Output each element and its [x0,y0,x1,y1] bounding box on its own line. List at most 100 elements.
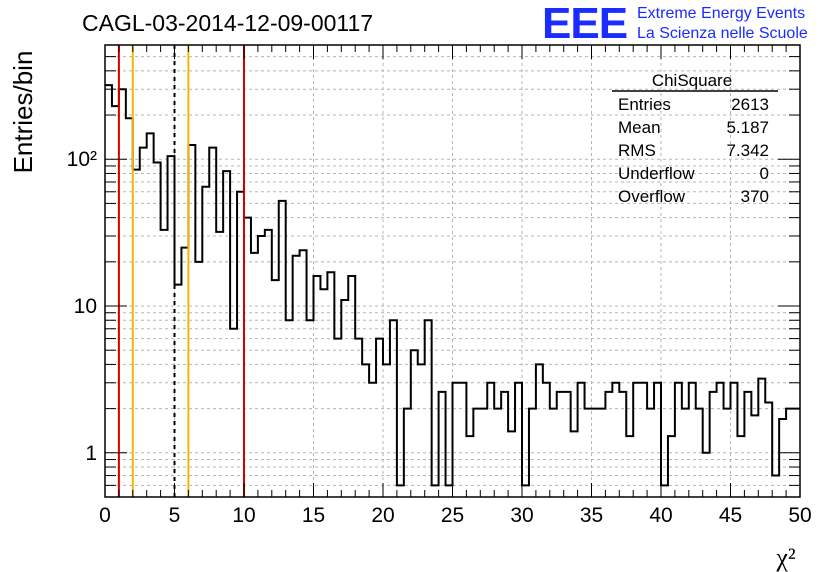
chart-title: CAGL-03-2014-12-09-00117 [82,10,374,36]
histogram-bin [161,230,168,497]
histogram-bin [744,392,751,497]
histogram-bin [508,431,515,497]
histogram-bin [765,403,772,497]
histogram-bin [237,192,244,497]
histogram-bin [418,364,425,497]
x-tick-label: 35 [580,504,603,527]
histogram-bin [612,383,619,497]
x-tick-label: 30 [510,504,533,527]
x-tick-label: 40 [649,504,672,527]
stats-label-underflow: Underflow [618,164,695,183]
histogram-bin [661,485,668,497]
histogram-bin [619,392,626,497]
histogram-bin [710,392,717,497]
histogram-bin [168,156,175,497]
grid-layer [105,45,800,497]
stats-box: ChiSquare Entries 2613 Mean 5.187 RMS 7.… [612,71,778,206]
histogram-bin [453,383,460,497]
histogram-bin [578,383,585,497]
x-tick-label: 45 [719,504,742,527]
histogram-bin [675,383,682,497]
histogram-bin [140,148,147,497]
histogram-bin [654,383,661,497]
stats-value-overflow: 370 [741,187,769,206]
histogram-bin [348,276,355,497]
histogram-bin [564,392,571,497]
histogram-bin [758,379,765,497]
stats-value-entries: 2613 [731,95,769,114]
histogram-bin [265,230,272,497]
logo-line-2: La Scienza nelle Scuole [637,25,808,42]
histogram-bin [751,415,758,497]
stats-title: ChiSquare [652,71,732,90]
histogram-bin [571,431,578,497]
stats-value-rms: 7.342 [726,141,769,160]
histogram-bin [439,392,446,497]
y-tick-label: 10² [67,148,97,171]
logo-mark: EEE [542,0,628,48]
histogram-bin [543,383,550,497]
histogram-bin [112,106,119,497]
histogram-bin [536,364,543,497]
histogram-bin [195,262,202,497]
histogram-bin [334,339,341,497]
x-tick-label: 25 [441,504,464,527]
histogram-bin [133,170,140,497]
histogram-bin [175,285,182,497]
histogram-bin [230,329,237,497]
histogram-bin [557,392,564,497]
stats-label-entries: Entries [618,95,671,114]
histogram-bin [223,171,230,497]
histogram-bin [258,236,265,497]
histogram-bin [376,339,383,497]
histogram-bin [202,187,209,497]
x-tick-label: 0 [99,504,111,527]
eee-logo: EEE Extreme Energy Events La Scienza nel… [542,2,832,46]
x-axis-label: χ² [775,543,796,572]
y-tick-label: 1 [85,442,97,465]
histogram-bin [362,364,369,497]
histogram-bin [487,383,494,497]
histogram-bin [105,85,112,497]
x-tick-label: 20 [371,504,394,527]
histogram-bin [515,383,522,497]
histogram-bin [126,118,133,497]
histogram-bin [397,485,404,497]
histogram-bin [147,133,154,497]
reference-lines-layer [117,45,245,497]
histogram-layer [105,84,800,497]
axes-layer: 0 5 10 15 20 25 30 35 40 45 50 1 10 10² [67,44,812,527]
histogram-bin [432,485,439,497]
stats-label-overflow: Overflow [618,187,686,206]
histogram-bin [605,392,612,497]
histogram-bin [411,350,418,497]
histogram-bin [633,383,640,497]
histogram-bin [251,253,258,497]
histogram-bin [772,476,779,497]
histogram-bin [640,383,647,497]
histogram-bin [689,383,696,497]
histogram-bin [293,256,300,497]
stats-value-mean: 5.187 [726,118,769,137]
histogram-bin [369,383,376,497]
histogram-bin [446,485,453,497]
stats-label-rms: RMS [618,141,656,160]
stats-label-mean: Mean [618,118,661,137]
x-tick-label: 50 [788,504,811,527]
histogram-bin [244,218,251,497]
histogram-bin [314,276,321,497]
histogram-bin [501,392,508,497]
histogram-bin [522,485,529,497]
x-tick-label: 15 [302,504,325,527]
histogram-bin [188,145,195,497]
histogram-bin [355,339,362,497]
histogram-outline [105,84,800,487]
logo-line-1: Extreme Energy Events [637,5,806,22]
histogram-bin [459,383,466,497]
histogram-bin [119,89,126,497]
histogram-bin [154,162,161,497]
histogram-bin [717,383,724,497]
x-tick-label: 10 [232,504,255,527]
stats-value-underflow: 0 [760,164,769,183]
